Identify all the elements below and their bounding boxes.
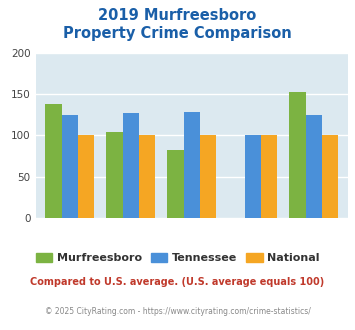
Text: Compared to U.S. average. (U.S. average equals 100): Compared to U.S. average. (U.S. average … bbox=[31, 277, 324, 287]
Legend: Murfreesboro, Tennessee, National: Murfreesboro, Tennessee, National bbox=[31, 248, 324, 267]
Bar bbox=[78, 135, 94, 218]
Bar bbox=[106, 132, 122, 218]
Bar bbox=[139, 135, 155, 218]
Bar bbox=[61, 115, 78, 218]
Text: © 2025 CityRating.com - https://www.cityrating.com/crime-statistics/: © 2025 CityRating.com - https://www.city… bbox=[45, 307, 310, 316]
Text: Property Crime Comparison: Property Crime Comparison bbox=[63, 26, 292, 41]
Bar bbox=[322, 135, 338, 218]
Bar bbox=[261, 135, 277, 218]
Bar bbox=[45, 104, 61, 218]
Bar bbox=[289, 91, 306, 218]
Bar bbox=[245, 135, 261, 218]
Bar bbox=[122, 113, 139, 218]
Bar bbox=[306, 115, 322, 218]
Bar bbox=[184, 112, 200, 218]
Bar bbox=[167, 150, 184, 218]
Text: 2019 Murfreesboro: 2019 Murfreesboro bbox=[98, 8, 257, 23]
Bar bbox=[200, 135, 216, 218]
